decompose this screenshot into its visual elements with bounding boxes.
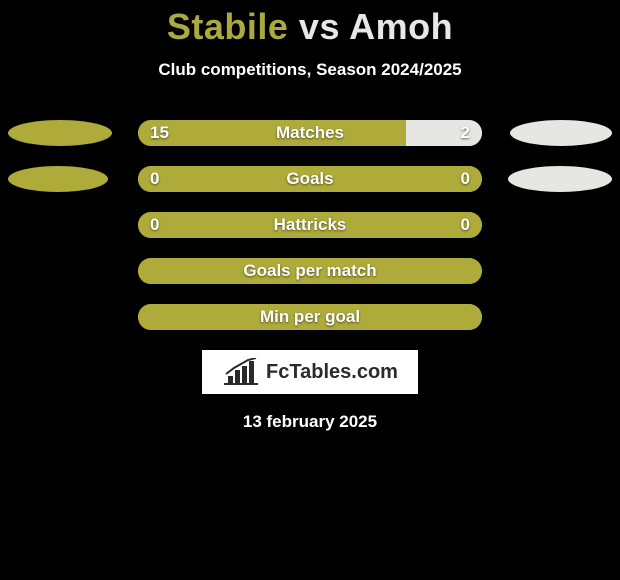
stat-row: Hattricks0 0 [0, 212, 620, 238]
stat-value-player2: 2 [461, 120, 470, 146]
title-vs: vs [299, 6, 340, 47]
stat-label: Hattricks [138, 212, 482, 238]
stat-rows: Matches152Goals00Hattricks00Goals per ma… [0, 120, 620, 330]
player1-disc [8, 120, 112, 146]
stat-row: Goals0 0 [0, 166, 620, 192]
stat-row: Goals per match [0, 258, 620, 284]
stat-bar: Goals [138, 166, 482, 192]
title-player1: Stabile [167, 6, 289, 47]
stat-value-player2: 0 [461, 166, 470, 192]
date-label: 13 february 2025 [0, 412, 620, 432]
logo-box: FcTables.com [202, 350, 418, 394]
stat-label: Min per goal [138, 304, 482, 330]
stat-bar: Hattricks [138, 212, 482, 238]
stat-label: Goals per match [138, 258, 482, 284]
player2-disc [508, 166, 612, 192]
player2-disc [510, 120, 612, 146]
logo-text: FcTables.com [266, 361, 398, 384]
stat-value-player1: 0 [150, 166, 159, 192]
stat-label: Goals [138, 166, 482, 192]
subtitle: Club competitions, Season 2024/2025 [0, 60, 620, 80]
stat-label: Matches [138, 120, 482, 146]
stat-bar: Min per goal [138, 304, 482, 330]
title-player2: Amoh [349, 6, 453, 47]
stat-value-player1: 15 [150, 120, 169, 146]
stat-bar: Matches [138, 120, 482, 146]
stat-bar: Goals per match [138, 258, 482, 284]
stat-value-player2: 0 [461, 212, 470, 238]
player1-disc [8, 166, 108, 192]
page-title: Stabile vs Amoh [0, 0, 620, 48]
stat-row: Min per goal [0, 304, 620, 330]
barchart-icon [222, 358, 260, 386]
stat-value-player1: 0 [150, 212, 159, 238]
stat-row: Matches15 2 [0, 120, 620, 146]
